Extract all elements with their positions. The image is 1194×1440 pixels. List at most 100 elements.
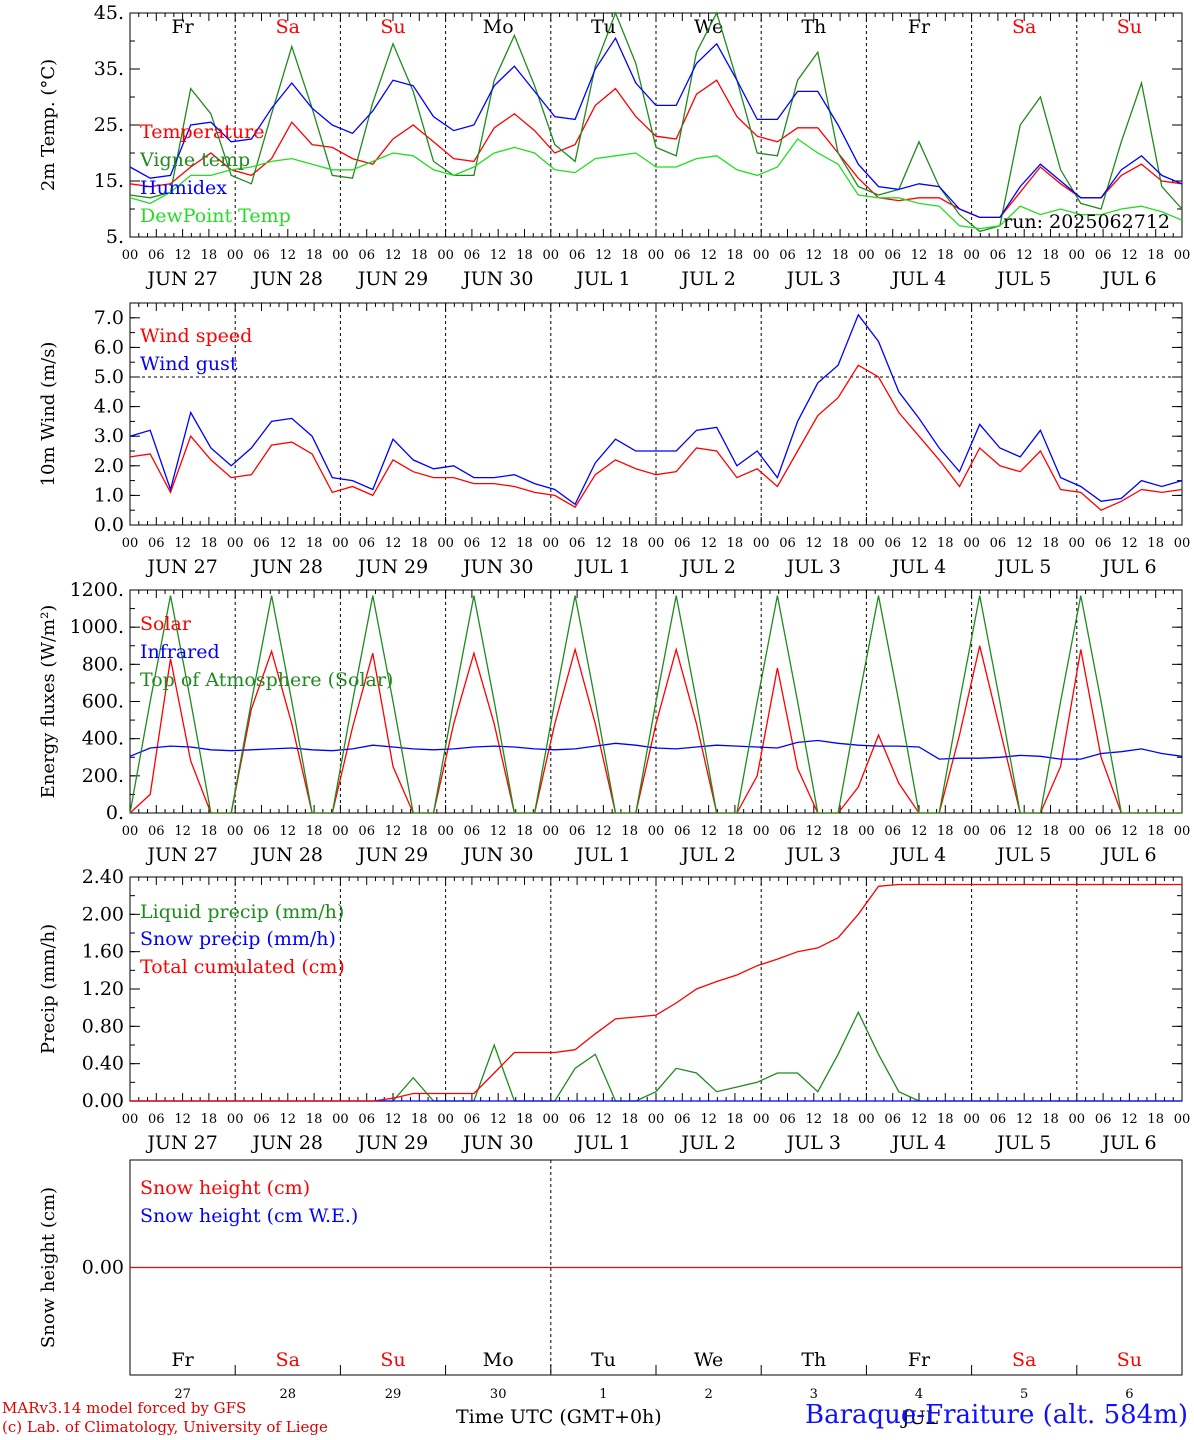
y-tick-label: 1.0	[94, 484, 124, 506]
hour-tick-label: 06	[884, 536, 901, 551]
day-number-label: 3	[810, 1387, 818, 1402]
panel-3: 0. 200. 400. 600. 800. 1000. 1200. Energy fluxe…	[38, 579, 1190, 866]
hour-tick-label: 12	[595, 248, 612, 263]
hour-tick-label: 18	[1042, 536, 1059, 551]
y-tick-label: 4.0	[94, 396, 124, 418]
hour-tick-label: 18	[411, 536, 428, 551]
date-label: JUL 6	[1100, 268, 1156, 290]
hour-tick-label: 18	[937, 824, 954, 839]
hour-tick-label: 12	[490, 536, 507, 551]
hour-tick-label: 12	[911, 248, 928, 263]
hour-tick-label: 06	[358, 248, 375, 263]
day-abbr-label: We	[694, 1349, 723, 1371]
series-line	[129, 595, 1182, 814]
hour-tick-label: 12	[280, 1112, 297, 1127]
day-abbr-label: Fr	[171, 16, 194, 38]
hour-tick-label: 00	[332, 824, 349, 839]
hour-tick-label: 18	[937, 248, 954, 263]
hour-tick-label: 18	[832, 824, 849, 839]
hour-tick-label: 18	[1147, 824, 1164, 839]
hour-tick-label: 06	[253, 248, 270, 263]
series-line	[129, 739, 1183, 760]
day-abbr-label: Fr	[908, 1349, 931, 1371]
hour-tick-label: 06	[779, 1112, 796, 1127]
hour-tick-label: 18	[516, 824, 533, 839]
day-number-label: 2	[704, 1387, 712, 1402]
hour-tick-label: 06	[990, 248, 1007, 263]
hour-tick-label: 12	[1016, 248, 1033, 263]
hour-tick-label: 18	[727, 824, 744, 839]
hour-tick-label: 18	[727, 1112, 744, 1127]
hour-tick-label: 12	[490, 248, 507, 263]
hour-tick-label: 00	[122, 536, 139, 551]
date-label: JUL 4	[890, 268, 946, 290]
day-number-label: 6	[1125, 1387, 1133, 1402]
hour-tick-label: 12	[595, 536, 612, 551]
date-label: JUL 5	[995, 556, 1051, 578]
legend-entry: DewPoint Temp	[140, 205, 291, 227]
hour-tick-label: 18	[306, 824, 323, 839]
hour-tick-label: 00	[437, 1112, 454, 1127]
hour-tick-label: 00	[858, 536, 875, 551]
y-tick-label: 3.0	[94, 425, 124, 447]
hour-tick-label: 12	[911, 1112, 928, 1127]
hour-tick-label: 12	[1121, 1112, 1138, 1127]
hour-tick-label: 00	[122, 1112, 139, 1127]
hour-tick-label: 18	[1042, 1112, 1059, 1127]
date-label: JUN 29	[356, 556, 428, 578]
hour-tick-label: 12	[1121, 536, 1138, 551]
y-tick-label: 1.60	[82, 941, 124, 963]
model-credit-line1: MARv3.14 model forced by GFS	[2, 1399, 247, 1417]
date-label: JUL 3	[785, 268, 841, 290]
hour-tick-label: 00	[753, 1112, 770, 1127]
hour-tick-label: 06	[253, 536, 270, 551]
hour-tick-label: 06	[464, 536, 481, 551]
y-axis-label: Energy fluxes (W/m²)	[38, 605, 59, 799]
date-label: JUL 3	[785, 844, 841, 866]
x-axis-title: Time UTC (GMT+0h)	[456, 1406, 662, 1428]
y-tick-label: 1200.	[70, 579, 124, 601]
hour-tick-label: 06	[569, 824, 586, 839]
hour-tick-label: 00	[543, 1112, 560, 1127]
hour-tick-label: 06	[990, 536, 1007, 551]
hour-tick-label: 06	[569, 1112, 586, 1127]
hour-tick-label: 12	[174, 824, 191, 839]
date-label: JUL 4	[890, 556, 946, 578]
hour-tick-label: 12	[700, 248, 717, 263]
y-tick-label: 6.0	[94, 336, 124, 358]
hour-tick-label: 00	[122, 248, 139, 263]
hour-tick-label: 06	[1095, 1112, 1112, 1127]
hour-tick-label: 18	[621, 1112, 638, 1127]
panel-4: 0.00 0.40 0.80 1.20 1.60 2.00 2.40 Precip (mm/h…	[38, 866, 1190, 1154]
legend-entry: Wind gust	[140, 353, 238, 375]
hour-tick-label: 18	[1042, 824, 1059, 839]
hour-tick-label: 12	[595, 824, 612, 839]
y-tick-label: 200.	[82, 765, 124, 787]
legend-entry: Humidex	[140, 177, 227, 199]
series-line	[130, 883, 1182, 1102]
day-abbr-label: Th	[801, 16, 826, 38]
hour-tick-label: 06	[1095, 536, 1112, 551]
date-label: JUL 2	[679, 844, 735, 866]
date-label: JUN 27	[145, 844, 217, 866]
hour-tick-label: 00	[227, 824, 244, 839]
date-label: JUN 29	[356, 844, 428, 866]
hour-tick-label: 18	[1147, 536, 1164, 551]
date-label: JUN 30	[461, 268, 533, 290]
date-label: JUL 3	[785, 556, 841, 578]
y-tick-label: 600.	[82, 691, 124, 713]
date-label: JUN 28	[251, 844, 323, 866]
y-tick-label: 25.	[94, 114, 124, 136]
hour-tick-label: 06	[358, 824, 375, 839]
day-abbr-label: We	[694, 16, 723, 38]
hour-tick-label: 00	[648, 536, 665, 551]
y-tick-label: 400.	[82, 728, 124, 750]
hour-tick-label: 12	[806, 824, 823, 839]
day-abbr-label: Su	[1117, 16, 1142, 38]
panel-1: 5. 15. 25. 35. 45. 2m Temp. (°C) Fr Sa Su Mo Tu We T…	[38, 2, 1190, 290]
hour-tick-label: 00	[963, 536, 980, 551]
y-tick-label: 15.	[94, 170, 124, 192]
panel-2: 0.0 1.0 2.0 3.0 4.0 5.0 6.0 7.0 10m Wind (m/s) Wi…	[38, 302, 1190, 578]
day-abbr-label: Mo	[483, 16, 514, 38]
hour-tick-label: 06	[990, 1112, 1007, 1127]
